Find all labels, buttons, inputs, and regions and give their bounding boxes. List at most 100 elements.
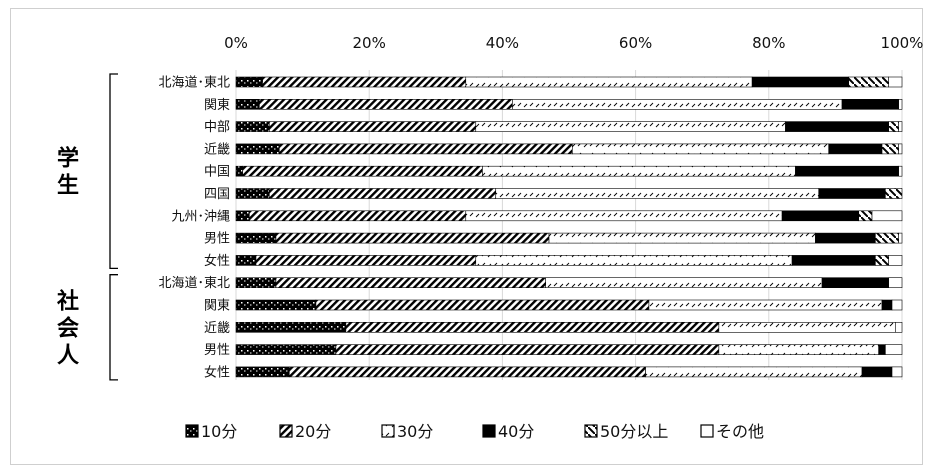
bar-segment-5: [881, 143, 899, 155]
bar-segment-6: [898, 232, 903, 244]
bar-segment-4: [881, 299, 893, 311]
bar-segment-5: [848, 76, 889, 88]
legend-swatch: [279, 424, 293, 438]
legend-swatch: [700, 424, 714, 438]
bar-segment-2: [249, 210, 467, 222]
group-label: 社会人: [57, 288, 79, 368]
bar-segment-3: [548, 232, 816, 244]
x-tick-label: 60%: [619, 34, 652, 52]
bar-segment-5: [875, 255, 889, 266]
x-tick-label: 0%: [224, 34, 248, 52]
bar-segment-4: [785, 121, 889, 132]
x-tick-label: 100%: [881, 34, 924, 52]
category-label: 近畿: [204, 142, 230, 157]
bar-segment-4: [795, 165, 899, 177]
bar-segment-3: [512, 99, 843, 110]
bar-segment-2: [255, 255, 477, 266]
bar-segment-2: [275, 232, 550, 244]
bar-segment-2: [345, 321, 720, 333]
bar-segment-2: [262, 76, 467, 88]
category-label: 男性: [204, 343, 230, 358]
bar-segment-3: [482, 165, 796, 177]
bar-segment-2: [275, 277, 546, 289]
category-label: 男性: [204, 232, 230, 247]
bar-segment-1: [235, 188, 270, 199]
category-label: 中部: [204, 120, 230, 135]
legend-label: 10分: [201, 422, 237, 441]
bar-segment-1: [235, 121, 270, 132]
category-label: 四国: [204, 187, 230, 202]
bar-segment-4: [828, 143, 883, 155]
category-label: 九州･沖縄: [171, 209, 230, 224]
category-label: 関東: [204, 298, 230, 314]
bar-segment-2: [278, 143, 573, 155]
bar-segment-4: [878, 344, 886, 355]
bar-segment-4: [841, 99, 899, 110]
bar-segment-6: [891, 299, 903, 311]
category-label: 近畿: [204, 321, 230, 336]
legend-label: 20分: [295, 422, 331, 441]
bar-segment-6: [898, 121, 903, 132]
legend-label: 50分以上: [600, 422, 668, 441]
bar-segment-3: [718, 321, 896, 333]
bar-segment-3: [475, 121, 786, 132]
bar-segment-6: [898, 165, 903, 177]
bar-segment-1: [235, 210, 250, 222]
bar-segment-3: [648, 299, 883, 311]
legend-label: 30分: [397, 422, 433, 441]
bar-segment-4: [821, 277, 889, 289]
bar-segment-6: [871, 210, 903, 222]
bar-segment-6: [898, 143, 903, 155]
bar-segment-1: [235, 277, 277, 289]
legend-label: 40分: [498, 422, 534, 441]
bar-segment-1: [235, 344, 337, 355]
bar-segment-2: [259, 99, 513, 110]
bar-segment-1: [235, 255, 257, 266]
bar-segment-2: [288, 366, 646, 378]
bar-segment-2: [242, 165, 483, 177]
category-label: 中国: [204, 165, 230, 180]
legend: 10分 20分 30分 40分 50分以上 その他: [185, 422, 764, 441]
legend-swatch: [381, 424, 395, 438]
bar-segment-1: [235, 76, 263, 88]
legend-swatch: [584, 424, 598, 438]
bar-segment-4: [791, 255, 876, 266]
bar-segment-4: [818, 188, 886, 199]
bar-segment-5: [885, 188, 903, 199]
bar-segment-6: [895, 321, 903, 333]
bar-segment-3: [475, 255, 793, 266]
bar-segment-4: [861, 366, 893, 378]
category-label: 女性: [204, 253, 230, 269]
x-tick-label: 40%: [486, 34, 519, 52]
bar-segment-6: [891, 366, 903, 378]
bar-segment-3: [495, 188, 820, 199]
bar-segment-6: [888, 76, 903, 88]
bar-segment-4: [781, 210, 860, 222]
bar-segment-2: [315, 299, 650, 311]
category-label: 北海道･東北: [158, 75, 230, 91]
bar-segment-5: [888, 121, 899, 132]
bar-segment-1: [235, 321, 347, 333]
bar-segment-3: [545, 277, 823, 289]
bar-segment-1: [235, 366, 290, 378]
category-label: 関東: [204, 97, 230, 113]
bar-segment-5: [858, 210, 873, 222]
bar-segment-3: [718, 344, 879, 355]
x-gridlines: [235, 70, 903, 380]
bar-segment-3: [465, 76, 753, 88]
bar-segment-2: [335, 344, 720, 355]
bar-segment-4: [815, 232, 876, 244]
bar-segment-6: [888, 255, 903, 266]
x-tick-label: 20%: [353, 34, 386, 52]
bar-area: [235, 76, 903, 378]
x-axis-tick-labels: 0% 20% 40% 60% 80% 100%: [224, 34, 923, 52]
bar-segment-1: [235, 232, 277, 244]
bar-segment-1: [235, 165, 243, 177]
bar-segment-6: [888, 277, 903, 289]
bar-segment-2: [268, 121, 477, 132]
bar-segment-5: [875, 232, 899, 244]
bar-segment-3: [465, 210, 783, 222]
bar-segment-3: [645, 366, 863, 378]
